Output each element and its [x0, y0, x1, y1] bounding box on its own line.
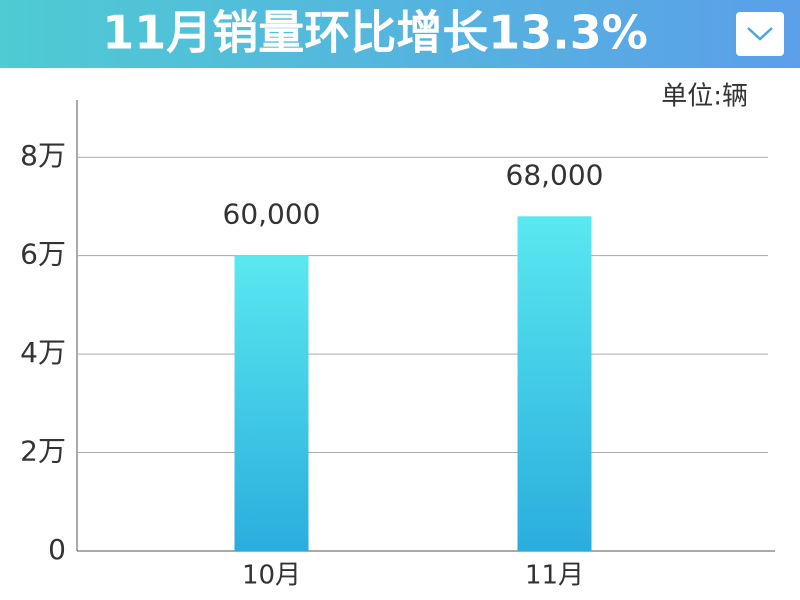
bar [517, 216, 592, 552]
x-tick-label: 11月 [525, 561, 584, 591]
y-tick-label: 6万 [20, 238, 66, 271]
bar [234, 255, 309, 551]
title-banner [0, 0, 800, 68]
y-tick-label: 2万 [20, 435, 66, 468]
y-tick-label: 0 [48, 533, 66, 566]
value-label: 68,000 [506, 158, 604, 191]
chart-title: 11月销量环比增长13.3% [102, 6, 648, 60]
y-tick-label: 8万 [20, 139, 66, 172]
x-tick-label: 10月 [242, 561, 301, 591]
dropdown-chevron[interactable] [747, 27, 773, 41]
unit-label: 单位:辆 [661, 82, 748, 112]
dropdown-box[interactable] [736, 12, 784, 56]
value-label: 60,000 [223, 198, 321, 231]
y-tick-label: 4万 [20, 336, 66, 369]
dropdown-button[interactable] [736, 12, 784, 56]
